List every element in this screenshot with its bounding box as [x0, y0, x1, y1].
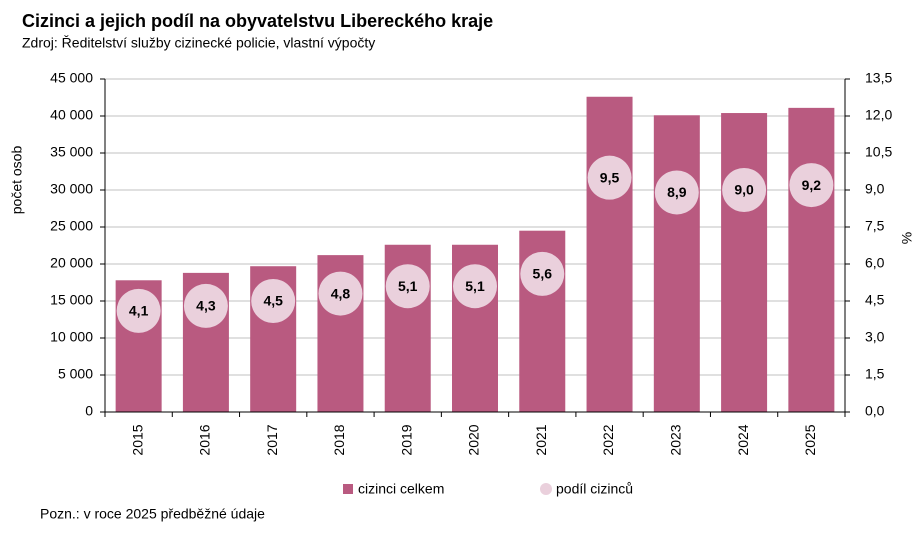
bar [653, 115, 700, 412]
bar [788, 107, 835, 413]
y2-tick-label: 10,5 [865, 144, 892, 160]
y2-tick-label: 6,0 [865, 255, 885, 271]
share-marker [789, 163, 834, 208]
x-tick-label: 2024 [735, 424, 751, 455]
share-marker [587, 155, 632, 200]
data-label: 9,0 [734, 182, 754, 198]
y-tick-label: 25 000 [50, 218, 93, 234]
y-tick-label: 20 000 [50, 255, 93, 271]
x-tick-label: 2023 [668, 424, 684, 455]
data-label: 4,1 [129, 303, 149, 319]
data-label: 8,9 [667, 184, 687, 200]
data-label: 9,5 [600, 169, 620, 185]
x-tick-label: 2016 [197, 424, 213, 455]
data-label: 4,8 [331, 285, 351, 301]
y2-tick-label: 3,0 [865, 329, 885, 345]
x-tick-label: 2015 [129, 424, 145, 455]
bar [586, 96, 633, 412]
x-tick-label: 2019 [398, 424, 414, 455]
chart-subtitle: Zdroj: Ředitelství služby cizinecké poli… [22, 35, 375, 51]
share-marker [183, 283, 228, 328]
data-label: 5,1 [465, 278, 485, 294]
y-tick-label: 40 000 [50, 107, 93, 123]
chart-title: Cizinci a jejich podíl na obyvatelstvu L… [22, 11, 493, 31]
note: Pozn.: v roce 2025 předběžné údaje [40, 506, 265, 522]
y2-axis-label: % [899, 232, 915, 244]
legend-swatch [540, 483, 552, 495]
y-tick-label: 0 [85, 403, 93, 419]
x-tick-label: 2018 [331, 424, 347, 455]
share-marker [722, 168, 767, 212]
share-marker [385, 264, 430, 309]
y-tick-label: 5 000 [58, 366, 93, 382]
x-tick-label: 2020 [466, 424, 482, 455]
legend-label: podíl cizinců [556, 481, 633, 497]
data-label: 9,2 [802, 177, 822, 193]
share-marker [654, 170, 699, 215]
y2-tick-label: 4,5 [865, 292, 885, 308]
share-marker [453, 264, 497, 309]
y-tick-label: 35 000 [50, 144, 93, 160]
y2-tick-label: 1,5 [865, 366, 885, 382]
y2-tick-label: 13,5 [865, 70, 892, 86]
share-marker [251, 279, 296, 323]
bar [721, 113, 768, 412]
data-label: 5,1 [398, 278, 418, 294]
data-label: 5,6 [533, 266, 553, 282]
data-label: 4,3 [196, 298, 216, 314]
x-tick-label: 2017 [264, 424, 280, 455]
y-tick-label: 30 000 [50, 181, 93, 197]
data-label: 4,5 [263, 293, 283, 309]
x-tick-label: 2022 [600, 424, 616, 455]
y-tick-label: 45 000 [50, 70, 93, 86]
y2-tick-label: 0,0 [865, 403, 885, 419]
y2-tick-label: 7,5 [865, 218, 885, 234]
x-tick-label: 2021 [533, 424, 549, 455]
y2-tick-label: 9,0 [865, 181, 885, 197]
share-marker [318, 271, 363, 316]
x-tick-label: 2025 [802, 424, 818, 455]
y-tick-label: 15 000 [50, 292, 93, 308]
legend-swatch [343, 484, 353, 494]
y-axis-label: počet osob [9, 146, 25, 215]
y-tick-label: 10 000 [50, 329, 93, 345]
y2-tick-label: 12,0 [865, 107, 892, 123]
share-marker [116, 288, 161, 333]
legend-label: cizinci celkem [358, 481, 444, 497]
share-marker [520, 251, 565, 296]
